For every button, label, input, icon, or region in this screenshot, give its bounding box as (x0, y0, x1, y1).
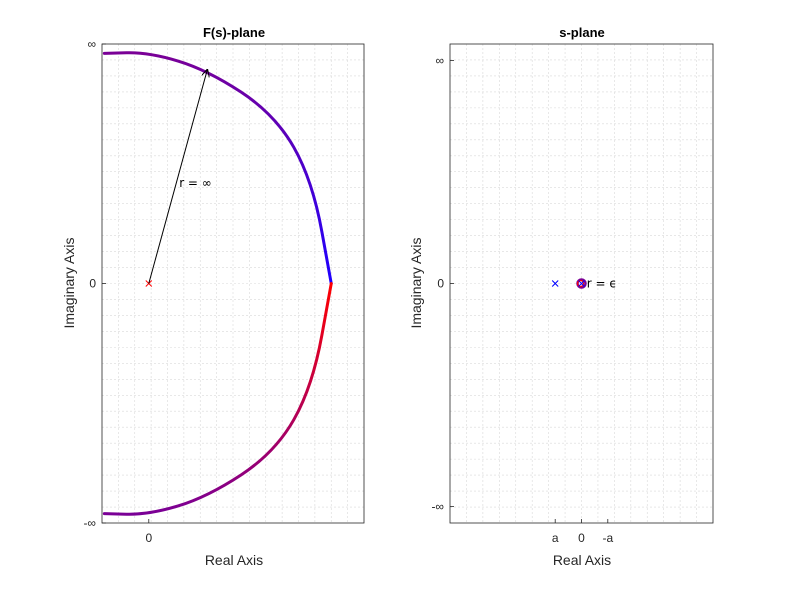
fs-plane-ytick-label: ∞ (87, 37, 96, 51)
s-plane-title: s-plane (559, 25, 605, 40)
fs-plane-contour-upper (102, 51, 333, 285)
s-plane-plot: s-plane r = ϵ a 0 -a -∞ 0 ∞ Real Axis Imagina… (408, 25, 714, 568)
s-plane-xtick-label: 0 (578, 531, 585, 545)
fs-plane-ytick-label: 0 (89, 277, 96, 291)
fs-plane-axes-box (101, 43, 365, 524)
fs-plane-radius-arrow (148, 70, 207, 284)
s-plane-xtick-label: -a (602, 531, 613, 545)
fs-plane-ytick-label: -∞ (83, 516, 96, 530)
s-plane-ytick-label: 0 (437, 277, 444, 291)
s-plane-xlabel: Real Axis (553, 552, 611, 568)
fs-plane-plot: F(s)-plane r = ∞ 0 -∞ 0 ∞ Real Axis Imagina… (61, 25, 365, 568)
fs-plane-xlabel: Real Axis (205, 552, 263, 568)
s-plane-ylabel: Imaginary Axis (408, 237, 424, 328)
s-plane-xtick-label: a (552, 531, 559, 545)
s-plane-marks: r = ϵ (551, 277, 617, 291)
fs-plane-ylabel: Imaginary Axis (61, 237, 77, 328)
s-plane-contour-inner (576, 279, 585, 288)
fs-plane-contour-lower (102, 282, 333, 516)
fs-plane-xtick-label: 0 (145, 531, 152, 545)
s-plane-ytick-label: ∞ (435, 53, 444, 67)
fs-plane-grid (102, 44, 364, 523)
s-plane-ytick-label: -∞ (431, 500, 444, 514)
s-plane-pole-marker (578, 280, 585, 287)
s-plane-radius-label: r = ϵ (587, 277, 617, 291)
fs-plane-ticks: 0 -∞ 0 ∞ (83, 37, 152, 545)
s-plane-ticks: a 0 -a -∞ 0 ∞ (431, 53, 613, 545)
fs-plane-title: F(s)-plane (203, 25, 265, 40)
fs-plane-radius-label: r = ∞ (179, 176, 212, 190)
fs-plane-marks: r = ∞ (102, 51, 333, 516)
s-plane-pole-marker (551, 280, 559, 287)
